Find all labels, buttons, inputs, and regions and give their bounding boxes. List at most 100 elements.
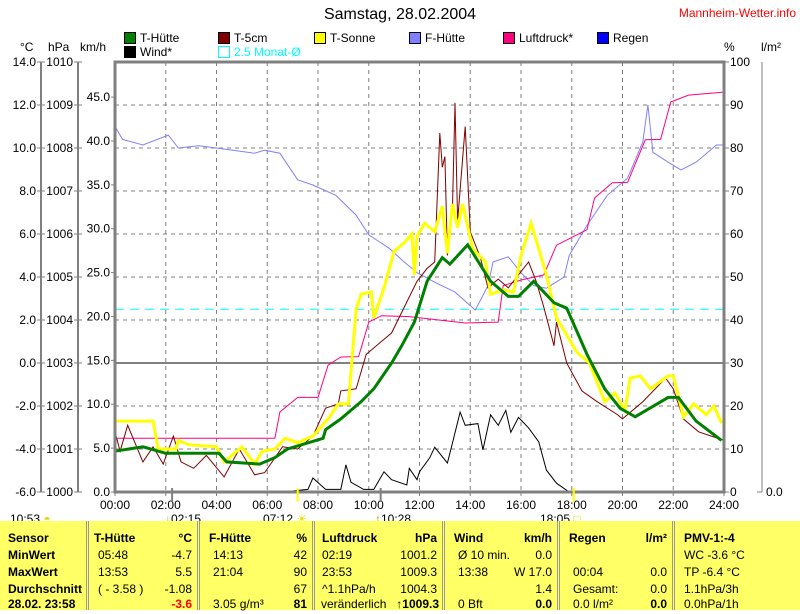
hpa-tick-label: 1005 <box>46 270 73 284</box>
legend-label: F-Hütte <box>425 31 466 45</box>
cell-left: 13:53 <box>98 565 129 579</box>
col-luftdruck: Luftdruck hPa 02:19 1001.2 23:53 1009.3 ^1.1hP… <box>318 521 445 611</box>
col-header: T-Hütte <box>94 531 136 545</box>
hpa-tick-label: 1004 <box>46 313 73 327</box>
cell: 1.1hPa/3h <box>684 582 739 596</box>
row-label: MinWert <box>8 548 56 562</box>
col-header: PMV-1:-4 <box>684 531 735 545</box>
kmh-tick-label: 45.0 <box>87 90 111 104</box>
hpa-tick-label: 1000 <box>46 485 73 499</box>
cell-right: -1.08 <box>164 582 192 596</box>
kmh-tick-label: 25.0 <box>87 266 111 280</box>
cell-left: 13:38 <box>458 565 489 579</box>
col-sensor: Sensor MinWert MaxWert Durchschnitt 28.0… <box>0 521 89 611</box>
stats-table: Sensor MinWert MaxWert Durchschnitt 28.0… <box>0 521 800 611</box>
time-tick-label: 16:00 <box>506 498 536 512</box>
legend-regen: Regen <box>597 31 648 45</box>
legend-label: T-Hütte <box>140 31 180 45</box>
cell-right: 1001.2 <box>400 548 437 562</box>
celsius-tick-label: -6.0 <box>15 485 36 499</box>
cell: 0.0hPa/1h <box>684 597 739 611</box>
kmh-tick-label: 20.0 <box>87 309 111 323</box>
celsius-tick-label: 6.0 <box>19 227 36 241</box>
time-tick-label: 06:00 <box>252 498 282 512</box>
sunset-icon: □ <box>573 512 581 526</box>
legend-luftdruck: Luftdruck* <box>503 31 573 45</box>
cell-left: 23:53 <box>322 565 353 579</box>
cell-right: -4.7 <box>171 548 192 562</box>
col-header: Luftdruck <box>322 531 378 545</box>
cell-left: 02:19 <box>322 548 353 562</box>
cell-left: veränderlich <box>321 597 387 611</box>
celsius-tick-label: 0.0 <box>19 356 36 370</box>
legend-swatch <box>314 32 326 44</box>
percent-tick-label: 30 <box>730 356 744 370</box>
cell-right: 0.0 <box>650 565 667 579</box>
cell-right: 1009.3 <box>400 565 437 579</box>
hpa-tick-label: 1001 <box>46 442 73 456</box>
celsius-tick-label: 14.0 <box>13 55 37 69</box>
time-tick-label: 08:00 <box>303 498 333 512</box>
cell-right: 0.0 <box>650 582 667 596</box>
cell-right: 42 <box>293 548 307 562</box>
legend-label: Regen <box>613 31 649 45</box>
rain-tick-label: 0.0 <box>766 485 783 499</box>
cell-left: 00:04 <box>573 565 604 579</box>
cell-left: ^1.1hPa/h <box>322 582 376 596</box>
axis-header-celsius: °C <box>20 40 34 54</box>
legend-swatch <box>503 32 515 44</box>
hpa-tick-label: 1008 <box>46 141 73 155</box>
legend-t-5cm: T-5cm <box>218 31 267 45</box>
percent-tick-label: 0 <box>730 485 737 499</box>
chart-title: Samstag, 28.02.2004 <box>323 6 477 23</box>
cell-right: 1009.3 <box>402 597 439 611</box>
col-header: Wind <box>454 531 484 545</box>
series-t-5cm <box>114 102 725 478</box>
legend-t-huette: T-Hütte <box>124 31 179 45</box>
legend-swatch <box>124 46 136 58</box>
legend-swatch <box>597 32 609 44</box>
celsius-tick-label: -4.0 <box>15 442 36 456</box>
row-label: Durchschnitt <box>8 582 83 596</box>
hpa-tick-label: 1003 <box>46 356 73 370</box>
cell: WC -3.6 °C <box>684 548 745 562</box>
legend-swatch <box>409 32 421 44</box>
brand-link[interactable]: Mannheim-Wetter.info <box>678 6 796 20</box>
cell-right: 5.5 <box>175 565 192 579</box>
kmh-tick-label: 40.0 <box>87 134 111 148</box>
celsius-tick-label: 2.0 <box>19 313 36 327</box>
cell-left: Ø 10 min. <box>458 548 511 562</box>
legend-label: T-Sonne <box>330 31 376 45</box>
celsius-tick-label: -2.0 <box>15 399 36 413</box>
celsius-tick-label: 12.0 <box>13 98 37 112</box>
moonrise-arrow-icon: ↑ <box>375 512 381 526</box>
col-t-huette: T-Hütte °C 05:48 -4.7 13:53 5.5 ( - 3.58 ) -1.0… <box>88 521 200 611</box>
time-tick-label: 14:00 <box>455 498 485 512</box>
time-tick-label: 02:00 <box>151 498 181 512</box>
cell-right: 67 <box>293 582 307 596</box>
celsius-tick-label: 10.0 <box>13 141 37 155</box>
cell-right: 81 <box>293 597 307 611</box>
row-label: MaxWert <box>8 565 58 579</box>
kmh-tick-label: 15.0 <box>87 353 111 367</box>
time-tick-label: 22:00 <box>658 498 688 512</box>
kmh-tick-label: 0.0 <box>93 485 110 499</box>
cell-right: 1004.3 <box>400 582 437 596</box>
time-tick-label: 00:00 <box>100 498 130 512</box>
percent-tick-label: 40 <box>730 313 744 327</box>
moon-icon: ◓ <box>43 512 51 526</box>
cell-left: 21:04 <box>213 565 244 579</box>
series-t-sonne <box>115 203 723 467</box>
cell-left: ( - 3.58 ) <box>98 582 144 596</box>
series-t-h-tte <box>114 242 723 466</box>
legend-label: Luftdruck* <box>519 31 574 45</box>
col-header: Sensor <box>8 531 49 545</box>
time-tick-label: 20:00 <box>607 498 637 512</box>
percent-tick-label: 100 <box>730 55 750 69</box>
legend-swatch <box>124 32 136 44</box>
cell-left: 05:48 <box>98 548 129 562</box>
time-tick-label: 18:00 <box>557 498 587 512</box>
col-unit: hPa <box>414 531 437 545</box>
cell-right: 0.0 <box>535 548 552 562</box>
axis-header-percent: % <box>724 40 735 54</box>
